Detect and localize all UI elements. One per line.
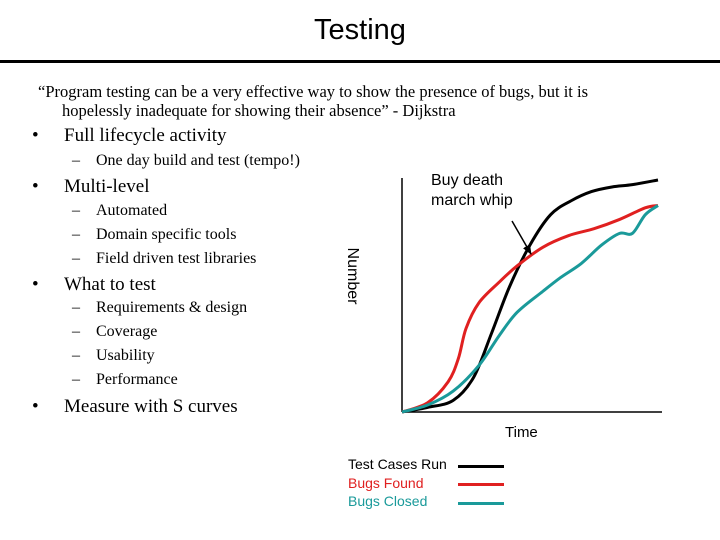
legend-label-bugs-found: Bugs Found bbox=[348, 475, 424, 491]
series-line-bugs-found bbox=[401, 204, 659, 414]
bullet-label: Multi-level bbox=[64, 176, 150, 197]
bullet-label: Measure with S curves bbox=[64, 396, 238, 417]
annotation-arrow bbox=[511, 220, 532, 255]
bullet-icon: • bbox=[32, 396, 39, 417]
sub-item-one-day-build: – One day build and test (tempo!) bbox=[72, 152, 300, 170]
dash-icon: – bbox=[72, 250, 80, 267]
annotation-buy-death-march-whip: Buy death march whip bbox=[431, 171, 513, 211]
y-axis-label: Number bbox=[344, 247, 361, 305]
title-rule bbox=[0, 60, 720, 63]
sub-item-automated: – Automated bbox=[72, 202, 167, 220]
dash-icon: – bbox=[72, 347, 80, 364]
legend-swatch-bugs-closed bbox=[458, 502, 504, 505]
bullet-full-lifecycle: • Full lifecycle activity bbox=[32, 125, 227, 147]
dijkstra-quote: “Program testing can be a very effective… bbox=[38, 82, 698, 120]
bullet-label: Full lifecycle activity bbox=[64, 125, 227, 146]
bullet-measure-s-curves: • Measure with S curves bbox=[32, 396, 238, 418]
sub-item-label: One day build and test (tempo!) bbox=[96, 152, 300, 169]
sub-item-label: Coverage bbox=[96, 323, 158, 340]
dash-icon: – bbox=[72, 226, 80, 243]
sub-item-label: Usability bbox=[96, 347, 155, 364]
legend-swatch-test-cases-run bbox=[458, 465, 504, 468]
annotation-line-1: Buy death bbox=[431, 172, 504, 189]
sub-item-performance: – Performance bbox=[72, 371, 178, 389]
dash-icon: – bbox=[72, 323, 80, 340]
quote-line-2: hopelessly inadequate for showing their … bbox=[62, 101, 456, 120]
bullet-label: What to test bbox=[64, 274, 156, 295]
sub-item-requirements: – Requirements & design bbox=[72, 299, 247, 317]
sub-item-label: Field driven test libraries bbox=[96, 250, 257, 267]
sub-item-label: Performance bbox=[96, 371, 178, 388]
sub-item-field-libraries: – Field driven test libraries bbox=[72, 250, 256, 268]
sub-item-label: Requirements & design bbox=[96, 299, 248, 316]
sub-item-usability: – Usability bbox=[72, 347, 155, 365]
sub-item-domain-tools: – Domain specific tools bbox=[72, 226, 236, 244]
dash-icon: – bbox=[72, 299, 80, 316]
legend-label-test-cases-run: Test Cases Run bbox=[348, 456, 447, 472]
bullet-what-to-test: • What to test bbox=[32, 274, 156, 296]
sub-item-label: Domain specific tools bbox=[96, 226, 237, 243]
dash-icon: – bbox=[72, 152, 80, 169]
legend-swatch-bugs-found bbox=[458, 483, 504, 486]
slide-title: Testing bbox=[314, 14, 406, 46]
dash-icon: – bbox=[72, 202, 80, 219]
bullet-multi-level: • Multi-level bbox=[32, 176, 149, 198]
dash-icon: – bbox=[72, 371, 80, 388]
bullet-icon: • bbox=[32, 176, 39, 197]
sub-item-coverage: – Coverage bbox=[72, 323, 157, 341]
legend-label-bugs-closed: Bugs Closed bbox=[348, 493, 428, 509]
series-line-bugs-closed bbox=[401, 204, 659, 414]
series-line-test-cases-run bbox=[401, 178, 659, 414]
annotation-line-2: march whip bbox=[431, 192, 513, 209]
quote-line-1: “Program testing can be a very effective… bbox=[38, 82, 588, 101]
sub-item-label: Automated bbox=[96, 202, 168, 219]
bullet-icon: • bbox=[32, 125, 39, 146]
bullet-icon: • bbox=[32, 274, 39, 295]
series-layer bbox=[401, 178, 659, 414]
x-axis-label: Time bbox=[505, 424, 538, 441]
